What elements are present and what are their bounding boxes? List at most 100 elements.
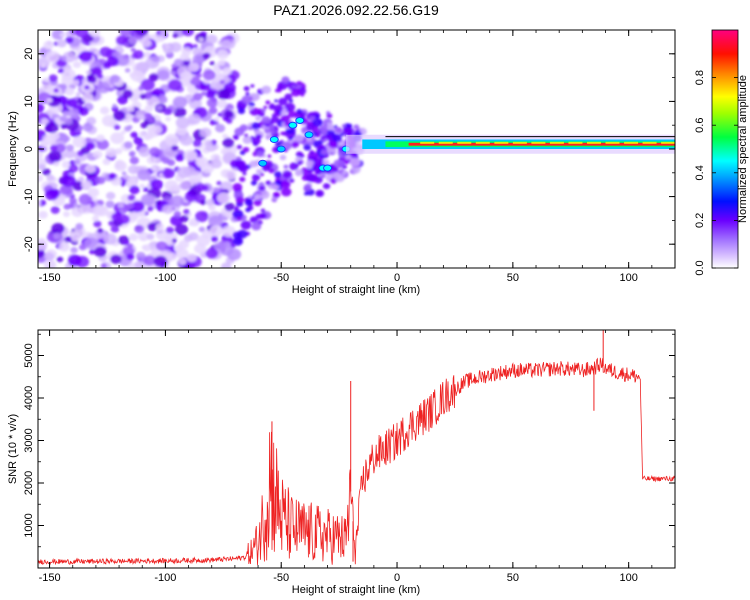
spectrogram-transition-cell: [296, 84, 302, 89]
spectrogram-noise-cell: [87, 187, 100, 198]
spectrogram-noise-cell: [69, 232, 82, 242]
spectrogram-noise-cell: [166, 30, 173, 33]
spectrogram-noise-cell: [84, 85, 90, 90]
spectrogram-noise-cell: [66, 144, 74, 152]
spectrogram-noise-cell: [170, 215, 183, 226]
spectrogram-noise-cell: [139, 93, 147, 100]
spectrogram-transition-cell: [236, 144, 243, 150]
spectrogram-noise-cell: [75, 92, 81, 97]
spectrogram-noise-cell: [144, 112, 152, 119]
spectrogram-noise-cell: [102, 62, 112, 69]
spectrogram-noise-cell: [180, 215, 189, 223]
spectrogram-noise-cell: [140, 193, 155, 206]
spectrogram-transition-cell: [235, 159, 244, 166]
spectrogram-noise-cell: [92, 215, 99, 222]
spectrogram-noise-cell: [38, 151, 44, 160]
spectrogram-transition-cell: [244, 199, 253, 206]
snr-ylabel: SNR (10 * v/v): [7, 414, 19, 484]
spectrogram-noise-cell: [86, 75, 97, 84]
spectrogram-noise-cell: [187, 113, 201, 125]
spectrogram-noise-cell: [209, 119, 217, 126]
spectrogram-transition-cell: [274, 112, 279, 117]
spectrogram-ytick-label: 20: [23, 48, 35, 60]
spectrogram-transition-cell: [239, 176, 246, 182]
spectrogram-noise-cell: [220, 39, 232, 50]
spectrogram-noise-cell: [226, 118, 233, 124]
spectrogram-transition-cell: [353, 124, 360, 130]
spectrogram-noise-cell: [128, 36, 138, 45]
snr-ytick-label: 4000: [23, 386, 35, 410]
spectrogram-transition-cell: [245, 91, 250, 96]
spectrogram-noise-cell: [157, 36, 165, 42]
spectrogram-noise-cell: [67, 108, 80, 118]
spectrogram-transition-cell: [259, 190, 270, 199]
spectrogram-noise-cell: [181, 47, 192, 56]
carrier-highlight: [568, 141, 583, 144]
snr-ytick-label: 3000: [23, 428, 35, 452]
spectrogram-noise-cell: [213, 187, 221, 193]
spectrogram-noise-cell: [179, 181, 191, 191]
spectrogram-noise-cell: [123, 42, 129, 47]
spectrogram-transition-cell: [240, 220, 252, 230]
spectrogram-xtick-label: -150: [39, 272, 61, 284]
spectrogram-transition-cell: [249, 216, 258, 224]
spectrogram-noise-cell: [114, 148, 123, 155]
spectrogram-transition-cell: [244, 133, 249, 138]
spectrogram-noise-cell: [110, 254, 122, 264]
spectrogram-transition-cell: [265, 133, 272, 139]
spectrogram-noise-cell: [79, 50, 93, 62]
spectrogram-noise-cell: [48, 74, 58, 82]
spectrogram-transition-cell: [334, 126, 343, 134]
spectrogram-noise-cell: [148, 118, 155, 123]
spectrogram-noise-cell: [75, 30, 89, 38]
spectrogram-noise-cell: [53, 88, 59, 93]
spectrogram-noise-cell: [126, 176, 137, 185]
spectrogram-noise-cell: [221, 225, 236, 238]
spectrogram-transition-cell: [291, 141, 300, 148]
spectrogram-transition-cell: [234, 127, 245, 137]
spectrogram-transition-cell: [278, 97, 288, 106]
spectrogram-noise-cell: [199, 127, 212, 138]
spectrogram-noise-cell: [200, 91, 207, 96]
spectrogram-transition-cell: [237, 216, 242, 221]
spectrogram-noise-cell: [53, 161, 60, 167]
spectrogram-transition-cell: [342, 127, 354, 137]
spectrogram-noise-cell: [170, 195, 185, 207]
spectrogram-noise-cell: [153, 255, 168, 268]
spectrogram-noise-cell: [72, 55, 79, 61]
spectrogram-ytick-label: -20: [23, 236, 35, 252]
spectrogram-noise-cell: [155, 200, 162, 206]
spectrogram-noise-cell: [173, 106, 187, 118]
spectrogram-noise-cell: [179, 71, 193, 82]
spectrogram-transition-cell: [275, 180, 282, 186]
spectrogram-noise-cell: [45, 188, 59, 201]
spectrogram-noise-cell: [145, 131, 155, 140]
spectrogram-noise-cell: [183, 208, 190, 215]
spectrogram-noise-cell: [70, 247, 78, 254]
spectrogram-transition-cell: [249, 160, 258, 168]
spectrogram-noise-cell: [45, 50, 60, 63]
spectrogram-transition-cell: [295, 169, 303, 176]
spectrogram-xtick-label: 100: [619, 272, 637, 284]
spectrogram-noise-cell: [202, 69, 216, 81]
snr-xtick-label: 50: [507, 572, 519, 584]
spectrogram-noise-cell: [175, 153, 185, 162]
spectrogram-transition-cell: [320, 149, 328, 156]
spectrogram-transition-cell: [242, 146, 250, 153]
spectrogram-transition-cell: [242, 172, 247, 176]
spectrogram-transition-cell: [274, 89, 279, 93]
spectrogram-transition-cell: [243, 86, 250, 92]
spectrogram-noise-cell: [210, 236, 219, 243]
carrier-highlight: [642, 141, 657, 144]
spectrogram-noise-cell: [142, 187, 149, 192]
spectrogram-noise-cell: [81, 92, 94, 103]
spectrogram-transition-cell: [306, 123, 315, 131]
spectrogram-transition-cell: [252, 93, 261, 101]
spectrogram-noise-cell: [92, 150, 103, 159]
spectrogram-transition-cell: [261, 85, 272, 94]
spectrogram-transition-cell: [296, 108, 303, 115]
carrier-highlight: [494, 141, 509, 144]
spectrogram-noise-cell: [122, 89, 134, 99]
spectrogram-noise-cell: [175, 116, 190, 129]
